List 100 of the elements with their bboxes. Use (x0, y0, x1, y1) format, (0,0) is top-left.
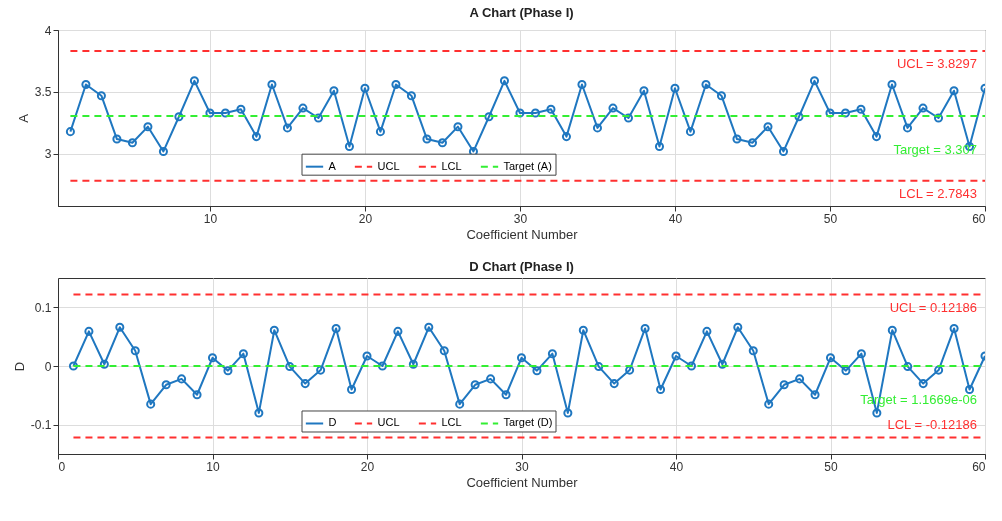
point (763, 122, 773, 132)
point (251, 132, 261, 142)
x-tick-label: 40 (668, 211, 683, 226)
point (331, 323, 341, 333)
point (205, 108, 215, 118)
x-tick-label: 30 (513, 211, 528, 226)
point (918, 379, 928, 389)
point (484, 112, 494, 122)
point (840, 108, 851, 118)
point (439, 346, 449, 356)
point (654, 141, 664, 152)
legend-label: LCL (441, 159, 462, 172)
point (965, 384, 975, 394)
point (825, 108, 835, 118)
point (609, 379, 619, 389)
point (702, 326, 712, 336)
point (177, 374, 187, 384)
point (871, 132, 882, 142)
y-tick-label: 3 (44, 147, 52, 162)
point (592, 123, 602, 133)
point (84, 326, 94, 336)
point (856, 104, 866, 114)
x-tick-label: 10 (206, 459, 220, 474)
point (778, 146, 789, 156)
x-tick-label: 0 (58, 459, 66, 474)
point (161, 380, 171, 390)
point (269, 325, 279, 335)
point (794, 112, 804, 122)
point (810, 390, 820, 400)
point (238, 349, 248, 359)
x-axis-title: Coefficient Number (466, 474, 579, 490)
point (795, 374, 805, 384)
point (96, 91, 106, 101)
point (670, 83, 680, 93)
point (933, 113, 944, 123)
point (733, 322, 743, 332)
point (468, 146, 478, 156)
point (344, 141, 354, 152)
point (748, 346, 758, 356)
annotation: Target = 3.307 (893, 141, 977, 157)
point (516, 353, 527, 363)
point (515, 108, 525, 118)
point (174, 112, 184, 122)
point (656, 384, 666, 394)
point (625, 365, 635, 375)
point (561, 132, 571, 142)
point (112, 134, 122, 144)
point (313, 113, 323, 123)
point (437, 138, 447, 148)
point (809, 76, 820, 86)
y-tick-label: 4 (44, 23, 52, 38)
point (701, 80, 711, 90)
point (408, 359, 418, 369)
chart-title: A Chart (Phase I) (469, 5, 574, 20)
point (732, 134, 742, 144)
point (360, 83, 370, 93)
point (455, 399, 465, 409)
point (934, 365, 944, 375)
point (220, 108, 230, 118)
point (81, 80, 91, 90)
point (563, 408, 573, 418)
point (530, 108, 540, 118)
point (189, 76, 199, 86)
point (486, 374, 496, 384)
point (779, 380, 789, 390)
point (347, 384, 357, 394)
y-axis-title: D (11, 361, 27, 372)
y-tick-label: 3.5 (34, 85, 52, 100)
point (577, 80, 587, 90)
x-tick-label: 50 (824, 459, 838, 474)
point (623, 113, 633, 123)
point (501, 390, 511, 400)
point (146, 399, 156, 409)
point (887, 325, 897, 335)
point (887, 80, 897, 90)
point (825, 353, 836, 363)
y-tick-label: 0.1 (34, 300, 52, 315)
point (329, 86, 339, 96)
point (716, 91, 727, 101)
x-tick-label: 30 (515, 459, 529, 474)
point (546, 104, 556, 114)
x-tick-label: 10 (203, 211, 218, 226)
legend-label: LCL (441, 416, 462, 429)
point (127, 138, 137, 148)
point (918, 103, 928, 113)
point (192, 390, 202, 400)
point (362, 351, 372, 361)
point (949, 86, 959, 96)
annotation: LCL = 2.7843 (899, 185, 977, 201)
point (99, 359, 109, 369)
point (207, 353, 218, 363)
point (130, 346, 140, 356)
point (470, 380, 480, 390)
y-axis-title: A (15, 113, 31, 123)
point (158, 146, 168, 156)
x-tick-label: 20 (360, 459, 375, 474)
point (872, 408, 882, 418)
point (903, 362, 913, 372)
point (143, 122, 153, 132)
x-axis-title: Coefficient Number (466, 226, 579, 242)
